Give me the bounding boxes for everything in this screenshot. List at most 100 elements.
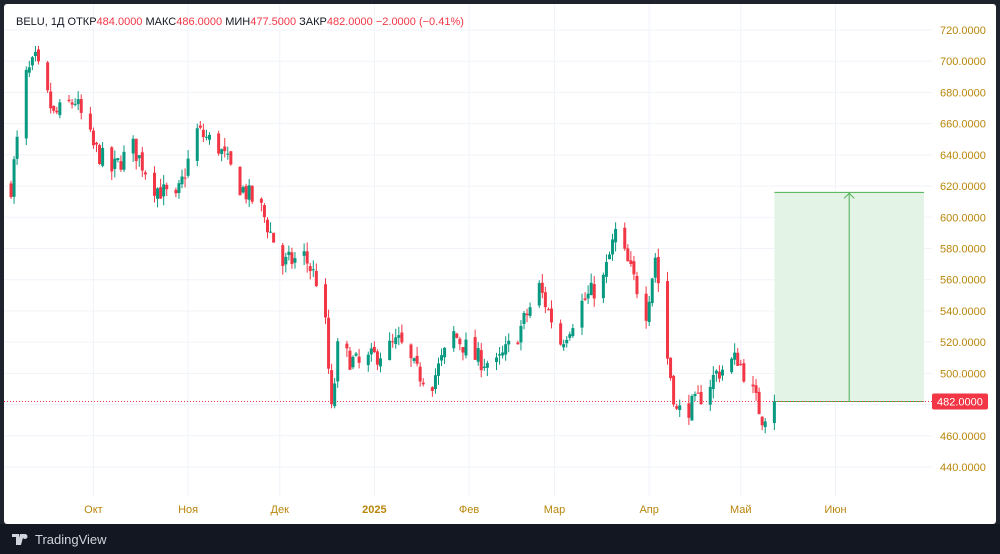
candle-body[interactable] [461,347,465,353]
candle-body[interactable] [122,151,126,170]
candle-body[interactable] [742,363,746,382]
candle-body[interactable] [455,333,459,338]
candle-body[interactable] [131,138,135,154]
candle-body[interactable] [537,283,541,306]
candle-body[interactable] [495,357,499,362]
legend-symbol[interactable]: BELU [16,16,45,28]
candle-body[interactable] [479,350,483,371]
candle-body[interactable] [293,258,297,263]
candle-body[interactable] [473,337,477,360]
candle-body[interactable] [720,369,724,376]
candle-body[interactable] [177,183,181,193]
candle-body[interactable] [73,103,77,105]
candle-body[interactable] [421,382,425,385]
candle-body[interactable] [666,281,670,359]
candle-body[interactable] [55,110,59,113]
candle-body[interactable] [198,125,202,128]
candle-body[interactable] [220,149,224,154]
candle-body[interactable] [549,308,553,323]
candle-body[interactable] [440,355,444,361]
candle-body[interactable] [485,363,489,368]
candle-body[interactable] [33,51,37,57]
candle-body[interactable] [675,406,679,409]
candle-body[interactable] [501,352,505,356]
candle-body[interactable] [79,99,83,113]
candle-body[interactable] [522,312,526,324]
candle-body[interactable] [119,161,123,170]
candle-body[interactable] [46,62,50,91]
candle-body[interactable] [562,344,566,348]
candle-body[interactable] [226,153,230,155]
candle-body[interactable] [217,133,221,154]
candle-body[interactable] [12,159,16,197]
candle-body[interactable] [507,340,511,345]
candle-body[interactable] [592,284,596,299]
chart-svg[interactable]: 720.0000 700.0000 680.0000 660.0000 640.0000… [4,4,996,524]
candle-body[interactable] [137,155,141,159]
candle-body[interactable] [763,421,767,428]
candle-body[interactable] [183,177,187,179]
candle-body[interactable] [165,184,169,190]
candle-body[interactable] [290,252,294,265]
candle-body[interactable] [714,370,718,374]
candle-body[interactable] [24,69,28,139]
candle-body[interactable] [94,142,98,145]
candle-body[interactable] [519,325,523,343]
candle-body[interactable] [36,49,40,62]
candle-body[interactable] [433,375,437,389]
candle-body[interactable] [565,339,569,344]
candle-body[interactable] [409,344,413,359]
candle-body[interactable] [623,227,627,249]
candle-body[interactable] [162,184,166,197]
candle-body[interactable] [345,343,349,349]
candle-body[interactable] [241,187,245,193]
candle-body[interactable] [204,136,208,138]
candle-body[interactable] [611,239,615,255]
candle-body[interactable] [369,348,373,355]
candle-body[interactable] [327,317,331,369]
candle-body[interactable] [452,331,456,349]
candle-body[interactable] [632,261,636,275]
candle-body[interactable] [238,166,242,196]
candle-body[interactable] [635,275,639,295]
candle-body[interactable] [601,274,605,299]
candle-body[interactable] [711,374,715,390]
candle-body[interactable] [378,358,382,367]
candle-body[interactable] [372,346,376,353]
candle-body[interactable] [15,136,19,159]
candle-body[interactable] [348,350,352,370]
candle-body[interactable] [269,231,273,233]
candle-body[interactable] [134,138,138,161]
candle-body[interactable] [772,401,776,424]
candle-body[interactable] [614,228,618,243]
candle-body[interactable] [140,152,144,171]
candle-body[interactable] [250,185,254,202]
candle-body[interactable] [653,257,657,278]
candle-body[interactable] [91,130,95,146]
candle-body[interactable] [669,357,673,379]
chart-panel[interactable]: 720.0000 700.0000 680.0000 660.0000 640.0000… [4,4,996,524]
candle-body[interactable] [88,113,92,130]
candle-body[interactable] [247,185,251,200]
candle-body[interactable] [580,300,584,328]
candle-body[interactable] [305,251,309,264]
candle-body[interactable] [717,371,721,379]
candle-body[interactable] [244,186,248,200]
candle-body[interactable] [498,354,502,356]
candle-body[interactable] [287,251,291,256]
candle-body[interactable] [397,335,401,338]
candle-body[interactable] [647,301,651,323]
candle-body[interactable] [76,99,80,105]
candle-body[interactable] [281,245,285,266]
candle-body[interactable] [415,355,419,364]
candle-body[interactable] [223,146,227,152]
candle-body[interactable] [324,284,328,318]
candle-body[interactable] [708,386,712,405]
candle-body[interactable] [302,251,306,256]
candle-body[interactable] [375,351,379,365]
candle-body[interactable] [265,219,269,233]
candle-body[interactable] [739,363,743,365]
candle-body[interactable] [699,392,703,405]
candle-body[interactable] [314,270,318,287]
candle-body[interactable] [589,282,593,296]
